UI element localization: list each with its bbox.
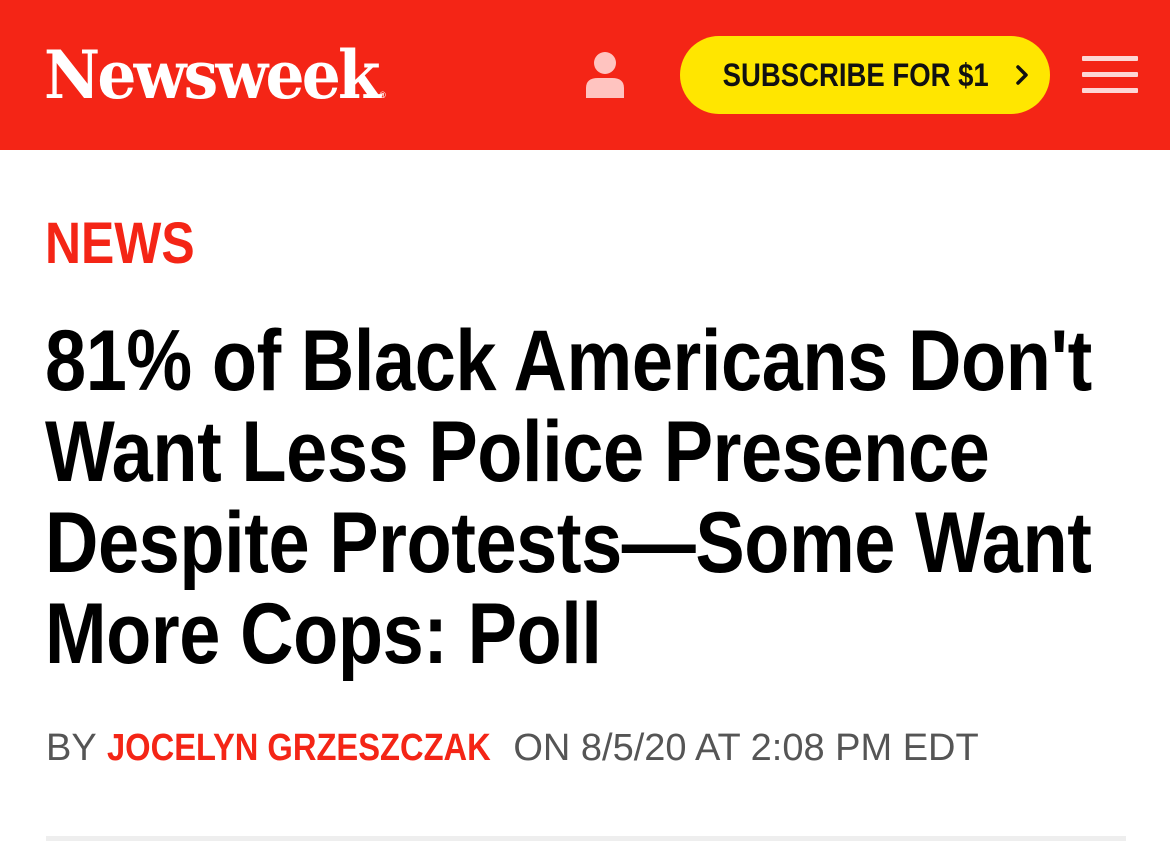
byline: BY JOCELYN GRZESZCZAK ON 8/5/20 AT 2:08 …: [46, 726, 979, 770]
newsweek-logo[interactable]: Newsweek ®: [44, 36, 386, 134]
date-prefix: ON: [513, 727, 571, 769]
publish-date: 8/5/20 AT 2:08 PM EDT: [580, 727, 979, 769]
menu-bar: [1082, 88, 1138, 93]
chevron-right-icon: [1015, 65, 1028, 85]
registered-mark: ®: [379, 90, 386, 100]
byline-prefix: BY: [46, 727, 97, 769]
account-button[interactable]: [582, 50, 628, 100]
subscribe-button[interactable]: SUBSCRIBE FOR $1: [680, 36, 1050, 114]
author-link[interactable]: JOCELYN GRZESZCZAK: [106, 727, 491, 769]
subscribe-label: SUBSCRIBE FOR $1: [722, 56, 990, 93]
logo-text: Newsweek: [44, 36, 380, 114]
hamburger-menu-icon[interactable]: [1082, 56, 1138, 94]
menu-bar: [1082, 56, 1138, 61]
menu-bar: [1082, 72, 1138, 77]
article-headline: 81% of Black Americans Don't Want Less P…: [45, 313, 1092, 682]
user-icon: [586, 52, 624, 98]
divider: [46, 836, 1126, 841]
section-label[interactable]: NEWS: [45, 211, 195, 276]
site-header: Newsweek ® SUBSCRIBE FOR $1: [0, 0, 1170, 150]
